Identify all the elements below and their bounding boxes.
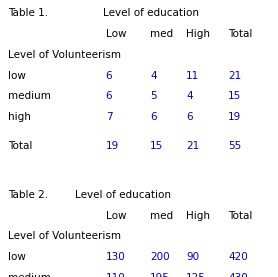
Text: medium: medium xyxy=(8,91,51,101)
Text: 6: 6 xyxy=(186,112,193,122)
Text: 6: 6 xyxy=(150,112,157,122)
Text: 21: 21 xyxy=(228,71,241,81)
Text: 7: 7 xyxy=(106,112,112,122)
Text: 15: 15 xyxy=(228,91,241,101)
Text: Total: Total xyxy=(228,29,252,39)
Text: 195: 195 xyxy=(150,273,170,277)
Text: 6: 6 xyxy=(106,71,112,81)
Text: Table 2.: Table 2. xyxy=(8,190,48,200)
Text: 110: 110 xyxy=(106,273,125,277)
Text: 19: 19 xyxy=(228,112,241,122)
Text: high: high xyxy=(8,112,31,122)
Text: Table 1.: Table 1. xyxy=(8,8,48,18)
Text: low: low xyxy=(8,71,26,81)
Text: 55: 55 xyxy=(228,141,241,151)
Text: Level of education: Level of education xyxy=(103,8,199,18)
Text: 200: 200 xyxy=(150,252,170,262)
Text: Low: Low xyxy=(106,211,126,220)
Text: 19: 19 xyxy=(106,141,119,151)
Text: Total: Total xyxy=(8,141,33,151)
Text: low: low xyxy=(8,252,26,262)
Text: 420: 420 xyxy=(228,252,248,262)
Text: med: med xyxy=(150,29,173,39)
Text: Level of Volunteerism: Level of Volunteerism xyxy=(8,50,121,60)
Text: 430: 430 xyxy=(228,273,248,277)
Text: 5: 5 xyxy=(150,91,157,101)
Text: 125: 125 xyxy=(186,273,206,277)
Text: High: High xyxy=(186,211,210,220)
Text: medium: medium xyxy=(8,273,51,277)
Text: High: High xyxy=(186,29,210,39)
Text: med: med xyxy=(150,211,173,220)
Text: Low: Low xyxy=(106,29,126,39)
Text: 21: 21 xyxy=(186,141,200,151)
Text: 4: 4 xyxy=(186,91,193,101)
Text: Level of Volunteerism: Level of Volunteerism xyxy=(8,231,121,241)
Text: 4: 4 xyxy=(150,71,157,81)
Text: 15: 15 xyxy=(150,141,163,151)
Text: 11: 11 xyxy=(186,71,200,81)
Text: 6: 6 xyxy=(106,91,112,101)
Text: 130: 130 xyxy=(106,252,125,262)
Text: 90: 90 xyxy=(186,252,199,262)
Text: Total: Total xyxy=(228,211,252,220)
Text: Level of education: Level of education xyxy=(75,190,171,200)
